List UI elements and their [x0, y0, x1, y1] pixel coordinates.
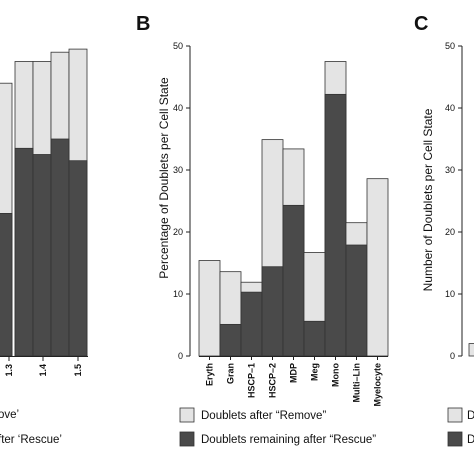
panel-a-x-tick-label: 1.5	[73, 364, 83, 377]
panel-c-y-tick-label: 0	[450, 351, 455, 361]
panel-c-y-tick-label: 50	[445, 41, 455, 51]
panel-b-legend-rescue-text: Doublets remaining after “Rescue”	[201, 434, 376, 446]
panel-c-y-tick-label: 20	[445, 227, 455, 237]
panel-c-label: C	[414, 13, 428, 35]
panel-b-y-tick-label: 30	[173, 165, 183, 175]
panel-c-y-tick-label: 10	[445, 289, 455, 299]
panel-b-bar-rescue	[303, 320, 326, 357]
panel-c-legend-rescue-swatch	[447, 431, 463, 447]
panel-b-x-tick-label: Myelocyte	[373, 363, 383, 407]
panel-a-x-tick-label: 1.4	[38, 364, 48, 377]
panel-b-y-tick-label: 50	[173, 41, 183, 51]
panel-b-bar-remove	[366, 178, 389, 357]
panel-c-legend-remove-text: D	[467, 410, 474, 422]
panel-b-x-tick-label: HSCP–2	[268, 363, 278, 398]
panel-a-bar-rescue	[68, 160, 88, 357]
panel-a: 1.3 1.4 1.5	[0, 48, 88, 377]
panel-b: B Percentage of Doublets per Cell State …	[136, 13, 389, 407]
panel-b-x-tick-label: MDP	[289, 363, 299, 383]
panel-b-x-tick-label: Eryth	[205, 363, 215, 386]
legends: ove’ fter ‘Rescue’ Doublets after “Remov…	[0, 407, 474, 447]
panel-a-legend-rescue-text: fter ‘Rescue’	[0, 434, 62, 446]
panel-b-x-tick-label: HSCP–1	[247, 363, 257, 398]
panel-b-legend-rescue-swatch	[179, 431, 195, 447]
panel-c-y-tick-label: 30	[445, 165, 455, 175]
panel-b-y-tick-label: 40	[173, 103, 183, 113]
panel-a-bar-rescue	[0, 212, 13, 357]
panel-b-bar-rescue	[282, 204, 305, 357]
panel-b-y-tick-label: 0	[178, 351, 183, 361]
panel-a-bar-rescue	[14, 147, 34, 357]
panel-c-bar-remove	[468, 343, 474, 357]
panel-c: C Number of Doublets per Cell State 0 10 2…	[414, 13, 474, 361]
panel-b-bar-rescue	[261, 266, 284, 357]
panel-b-x-tick-label: Multi–Lin	[352, 363, 362, 403]
panel-c-legend-rescue-text: D	[467, 434, 474, 446]
panel-b-legend-remove-swatch	[179, 407, 195, 423]
panel-c-y-axis-label: Number of Doublets per Cell State	[421, 108, 435, 291]
panel-b-label: B	[136, 13, 150, 35]
panel-b-y-tick-label: 20	[173, 227, 183, 237]
panel-b-y-tick-label: 10	[173, 289, 183, 299]
panel-b-x-tick-label: Meg	[310, 363, 320, 381]
panel-a-x-tick-label: 1.3	[4, 364, 14, 377]
panel-a-bar-rescue	[50, 138, 70, 357]
panel-b-bar-rescue	[324, 93, 347, 357]
panel-b-y-axis-label: Percentage of Doublets per Cell State	[157, 77, 171, 279]
panel-b-bar-rescue	[345, 244, 368, 357]
panel-b-x-tick-label: Mono	[331, 363, 341, 387]
panel-a-bar-rescue	[32, 154, 52, 357]
panel-b-legend-remove-text: Doublets after “Remove”	[201, 410, 326, 422]
panel-b-bar-remove	[198, 260, 221, 357]
panel-b-x-tick-label: Gran	[226, 363, 236, 384]
panel-a-legend-remove-text: ove’	[0, 409, 19, 421]
panel-c-y-tick-label: 40	[445, 103, 455, 113]
panel-b-bar-rescue	[219, 323, 242, 357]
panel-b-bar-rescue	[240, 291, 263, 357]
panel-c-legend-remove-swatch	[447, 407, 463, 423]
